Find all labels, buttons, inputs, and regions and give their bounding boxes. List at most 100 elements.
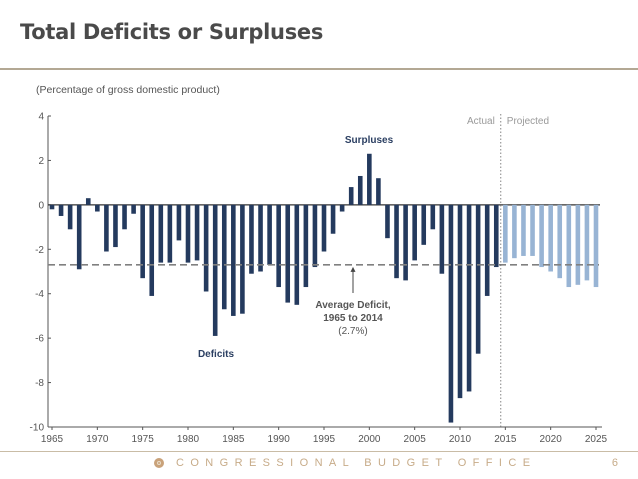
y-tick-label: -4 — [35, 289, 44, 300]
actual-label: Actual — [467, 116, 495, 127]
x-tick-label: 1980 — [177, 434, 200, 445]
y-tick-label: 4 — [38, 112, 44, 123]
x-tick-label: 1965 — [41, 434, 64, 445]
actual-bar — [475, 204, 481, 354]
actual-bar — [149, 204, 155, 296]
y-tick-label: -6 — [35, 334, 44, 345]
x-tick-label: 2010 — [449, 434, 472, 445]
actual-bar — [421, 204, 427, 245]
x-tick-label: 2015 — [494, 434, 517, 445]
x-tick-label: 2005 — [404, 434, 427, 445]
y-tick-label: -2 — [35, 245, 44, 256]
actual-bar — [321, 204, 327, 252]
page-number: 6 — [611, 457, 618, 469]
actual-bar — [240, 204, 245, 314]
actual-bar — [85, 198, 91, 205]
actual-bar — [67, 204, 73, 230]
actual-bar — [412, 204, 417, 261]
x-tick-label: 2000 — [358, 434, 381, 445]
actual-bar — [430, 204, 436, 230]
x-tick-label: 2020 — [540, 434, 563, 445]
actual-bar — [348, 187, 354, 205]
actual-bar — [267, 204, 272, 265]
actual-bar — [131, 204, 136, 214]
annotations: Actual Projected Surpluses Deficits Average … — [48, 114, 599, 427]
actual-bar — [258, 204, 263, 272]
projected-bar — [575, 204, 581, 285]
actual-bar — [439, 204, 445, 274]
actual-bar — [276, 204, 281, 288]
actual-bar — [176, 204, 182, 241]
footer: CONGRESSIONAL BUDGET OFFICE — [154, 457, 536, 469]
projected-bar — [566, 204, 572, 288]
projected-bar — [521, 204, 526, 256]
actual-bar — [95, 204, 100, 212]
actual-bar — [303, 204, 309, 288]
average-deficit-annotation: 1965 to 2014 — [323, 313, 383, 324]
actual-bar — [104, 204, 109, 252]
actual-bar — [376, 178, 381, 205]
x-tick-label: 1995 — [313, 434, 336, 445]
actual-bar — [113, 204, 118, 248]
actual-bar — [403, 204, 408, 281]
actual-bar — [385, 204, 390, 239]
actual-bar — [58, 204, 64, 216]
x-tick-label: 1970 — [86, 434, 109, 445]
y-tick-label: -8 — [35, 378, 44, 389]
actual-bar — [194, 204, 200, 261]
actual-bar — [294, 204, 300, 305]
actual-bar — [140, 204, 145, 279]
actual-bar — [221, 204, 227, 310]
actual-bar — [212, 204, 218, 336]
actual-bar — [312, 204, 318, 268]
projected-bar — [539, 204, 544, 268]
actual-bar — [394, 204, 399, 279]
actual-bar — [493, 204, 499, 268]
actual-bar — [167, 204, 173, 263]
projected-bar — [548, 204, 553, 272]
bars — [48, 153, 600, 423]
actual-bar — [249, 204, 254, 274]
cbo-seal-icon — [154, 458, 164, 468]
average-deficit-annotation: Average Deficit, — [315, 300, 390, 311]
projected-bar — [557, 204, 563, 279]
y-axis: 4 2 0 -2 -4 -6 -8 -10 — [30, 112, 51, 434]
actual-bar — [158, 204, 164, 263]
deficits-label: Deficits — [198, 349, 235, 360]
projected-bar — [530, 204, 535, 256]
x-tick-label: 1990 — [268, 434, 291, 445]
title-divider — [0, 68, 638, 70]
footer-org-name: CONGRESSIONAL BUDGET OFFICE — [176, 457, 537, 469]
projected-bar — [584, 204, 590, 281]
y-tick-label: 0 — [38, 200, 44, 211]
actual-bar — [122, 204, 127, 230]
actual-bar — [231, 204, 236, 316]
actual-bar — [457, 204, 463, 399]
slide-title: Total Deficits or Surpluses — [20, 20, 324, 44]
x-tick-label: 1975 — [132, 434, 155, 445]
y-tick-label: 2 — [38, 156, 44, 167]
actual-bar — [203, 204, 209, 292]
actual-bar — [357, 175, 363, 205]
y-tick-label: -10 — [30, 423, 45, 434]
actual-bar — [285, 204, 291, 303]
actual-bar — [484, 204, 490, 296]
actual-bar — [330, 204, 336, 234]
projected-label: Projected — [507, 116, 549, 127]
x-tick-label: 2025 — [585, 434, 608, 445]
average-deficit-annotation: (2.7%) — [338, 326, 367, 337]
actual-bar — [49, 204, 55, 210]
chart-subtitle: (Percentage of gross domestic product) — [36, 84, 220, 96]
x-tick-label: 1985 — [222, 434, 245, 445]
actual-bar — [76, 204, 82, 270]
projected-bar — [593, 204, 599, 288]
arrowhead-icon — [350, 266, 356, 272]
actual-bar — [466, 204, 472, 392]
actual-bar — [367, 153, 372, 205]
projected-bar — [503, 204, 508, 263]
actual-bar — [339, 204, 345, 212]
surpluses-label: Surpluses — [345, 135, 394, 146]
projected-bar — [512, 204, 517, 259]
x-axis: 1965 1970 1975 1980 1985 1990 1995 2000 2005 2010… — [41, 426, 608, 445]
